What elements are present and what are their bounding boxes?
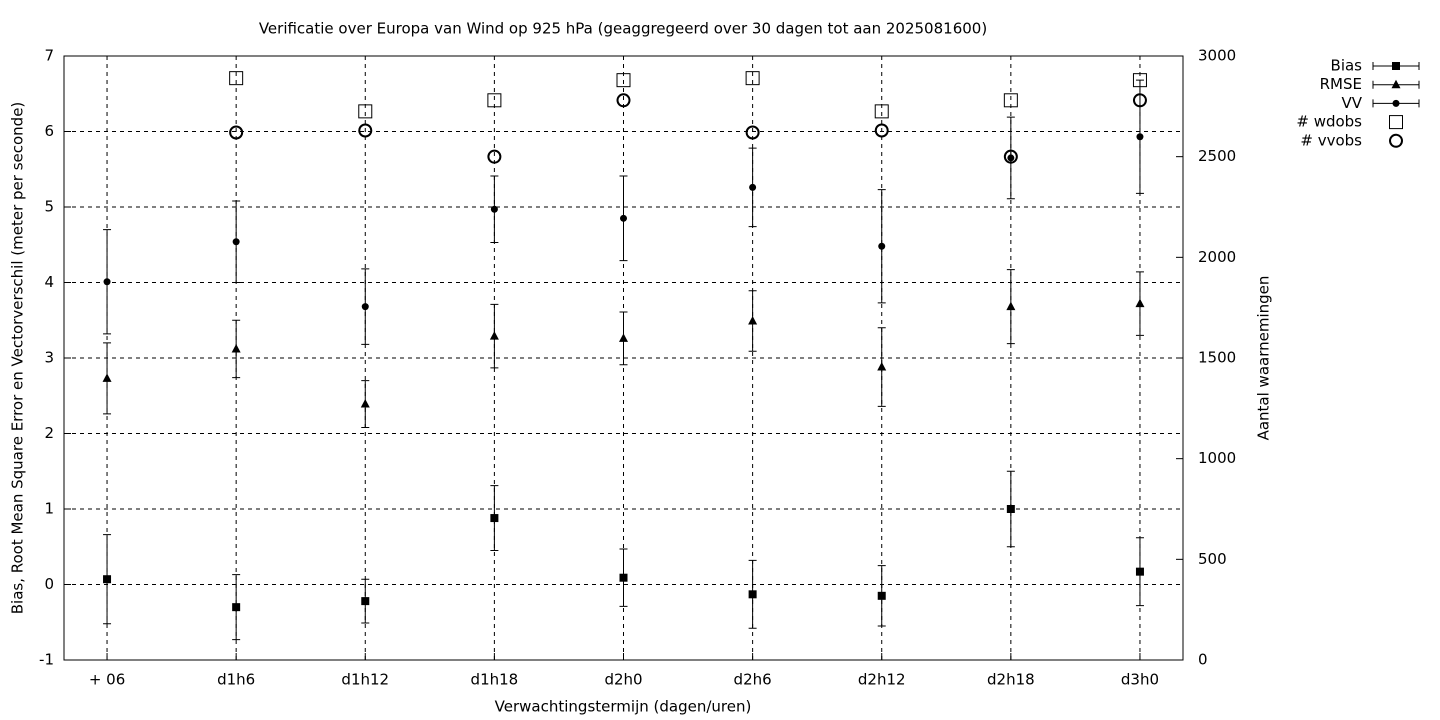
marker (1132, 73, 1147, 88)
marker (1392, 62, 1400, 70)
marker (1132, 93, 1147, 108)
marker (490, 205, 498, 213)
y-axis-label: Bias, Root Mean Square Error en Vectorve… (9, 102, 27, 615)
y-tick-label: 2 (44, 424, 54, 442)
marker (620, 214, 627, 222)
legend-label: Bias (1331, 57, 1363, 75)
y2-tick-label: 1000 (1198, 449, 1236, 467)
marker (358, 123, 373, 138)
marker (232, 603, 241, 612)
x-tick-label: d2h18 (987, 671, 1035, 689)
marker (229, 71, 244, 86)
marker (748, 316, 758, 325)
marker (745, 71, 760, 86)
marker (232, 238, 240, 246)
marker (229, 125, 244, 140)
y-tick-label: 0 (44, 575, 54, 593)
marker (487, 149, 502, 164)
x-tick-label: d1h12 (341, 671, 389, 689)
marker (103, 278, 111, 286)
marker (361, 597, 370, 606)
x-tick-label: d3h0 (1121, 671, 1159, 689)
y2-tick-label: 2500 (1198, 147, 1236, 165)
y2-tick-label: 2000 (1198, 248, 1236, 266)
marker (1003, 93, 1018, 108)
legend-label: VV (1341, 94, 1362, 112)
marker (874, 104, 889, 119)
marker (1136, 133, 1144, 141)
marker (1135, 567, 1144, 576)
marker (102, 373, 112, 382)
y-tick-label: 3 (44, 349, 54, 367)
y2-tick-label: 500 (1198, 550, 1227, 568)
marker (619, 333, 628, 342)
marker (103, 575, 112, 584)
x-tick-label: d1h18 (471, 671, 519, 689)
marker (874, 123, 889, 138)
y2-tick-label: 3000 (1198, 47, 1236, 65)
x-tick-label: + 06 (89, 671, 125, 689)
y2-tick-label: 1500 (1198, 349, 1236, 367)
y-tick-label: 6 (44, 122, 54, 140)
y-tick-label: 7 (44, 47, 54, 65)
x-tick-label: d1h6 (217, 671, 255, 689)
marker (231, 343, 241, 353)
legend-label: # vvobs (1300, 131, 1362, 149)
marker (1135, 298, 1145, 308)
y2-tick-label: 0 (1198, 651, 1208, 669)
legend-label: # wdobs (1296, 113, 1362, 131)
chart-title: Verificatie over Europa van Wind op 925 … (259, 20, 987, 38)
x-tick-label: d2h12 (858, 671, 906, 689)
marker (749, 183, 757, 191)
marker (1389, 115, 1403, 130)
marker (360, 399, 370, 408)
y-tick-label: -1 (39, 651, 54, 669)
y-tick-label: 1 (44, 500, 54, 518)
marker (361, 303, 369, 311)
marker (616, 73, 631, 88)
marker (877, 362, 887, 371)
marker (489, 331, 499, 340)
marker (878, 242, 886, 250)
x-axis-label: Verwachtingstermijn (dagen/uren) (495, 698, 752, 716)
marker (487, 93, 502, 108)
marker (1006, 505, 1015, 513)
y-tick-label: 5 (44, 198, 54, 216)
x-tick-label: d2h0 (604, 671, 642, 689)
marker (1392, 99, 1400, 107)
marker (358, 104, 373, 119)
marker (748, 590, 757, 599)
y-tick-label: 4 (44, 273, 54, 291)
marker (877, 591, 886, 600)
marker (745, 125, 760, 140)
marker (1003, 149, 1018, 164)
marker (616, 93, 631, 108)
y2-axis-label: Aantal waarnemingen (1255, 276, 1273, 441)
marker (1391, 79, 1401, 89)
marker (1007, 154, 1015, 162)
legend-label: RMSE (1320, 75, 1362, 93)
x-tick-label: d2h6 (734, 671, 772, 689)
marker (619, 573, 628, 582)
marker (1389, 133, 1403, 148)
marker (1006, 301, 1016, 311)
marker (490, 514, 499, 523)
